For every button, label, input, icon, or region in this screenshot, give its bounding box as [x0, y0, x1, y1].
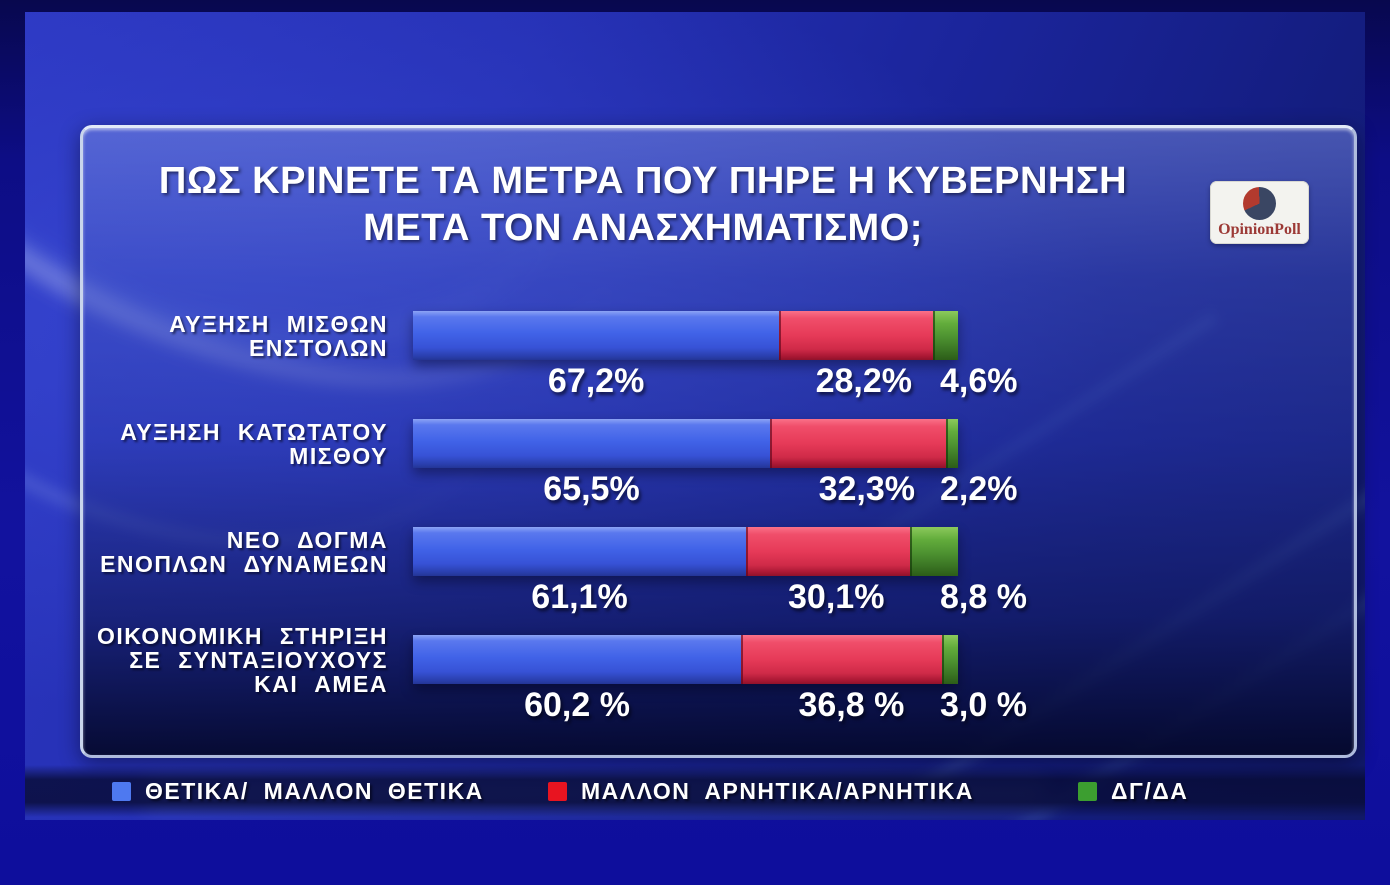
legend-item: ΔΓ/ΔΑ	[1078, 765, 1188, 817]
legend-item: ΜΑΛΛΟΝ ΑΡΝΗΤΙΚΑ/ΑΡΝΗΤΙΚΑ	[548, 765, 974, 817]
bar-segment-positive	[413, 419, 770, 468]
bar-segment-positive	[413, 311, 780, 360]
bar-segment-negative	[769, 419, 946, 468]
bar-segment-negative	[741, 635, 942, 684]
opinionpoll-logo: OpinionPoll	[1210, 181, 1309, 244]
title-line-1: ΠΩΣ ΚΡΙΝΕΤΕ ΤΑ ΜΕΤΡΑ ΠΟΥ ΠΗΡΕ Η ΚΥΒΕΡΝΗΣ…	[158, 160, 1128, 202]
bar-chart: ΑΥΞΗΣΗ ΜΙΣΘΩΝ ΕΝΣΤΟΛΩΝ 67,2% 28,2% 4,6% Α…	[83, 298, 1354, 730]
bar-segment-dk	[941, 635, 958, 684]
chart-row: ΝΕΟ ΔΟΓΜΑ ΕΝΟΠΛΩΝ ΔΥΝΑΜΕΩΝ 61,1% 30,1% 8,…	[83, 514, 1354, 616]
bar-segment-negative	[745, 527, 911, 576]
opinionpoll-logo-text: OpinionPoll	[1218, 221, 1301, 238]
category-label: ΑΥΞΗΣΗ ΚΑΤΩΤΑΤΟΥ ΜΙΣΘΟΥ	[120, 419, 388, 469]
value-label-negative: 30,1%	[788, 578, 885, 616]
value-label-positive: 65,5%	[543, 470, 640, 508]
legend-item-label: ΔΓ/ΔΑ	[1111, 777, 1189, 804]
chart-panel: ΠΩΣ ΚΡΙΝΕΤΕ ΤΑ ΜΕΤΡΑ ΠΟΥ ΠΗΡΕ Η ΚΥΒΕΡΝΗΣ…	[80, 125, 1357, 758]
chart-row: ΑΥΞΗΣΗ ΜΙΣΘΩΝ ΕΝΣΤΟΛΩΝ 67,2% 28,2% 4,6%	[83, 298, 1354, 400]
value-label-positive: 61,1%	[531, 578, 628, 616]
bar-stack	[413, 419, 958, 468]
bar-segment-dk	[910, 527, 958, 576]
bar-segment-dk	[932, 311, 958, 360]
bar-stack	[413, 311, 958, 360]
bar-stack	[413, 527, 958, 576]
category-label: ΝΕΟ ΔΟΓΜΑ ΕΝΟΠΛΩΝ ΔΥΝΑΜΕΩΝ	[100, 527, 388, 577]
bar-segment-positive	[413, 527, 746, 576]
value-label-positive: 60,2 %	[524, 686, 630, 724]
category-label: ΟΙΚΟΝΟΜΙΚΗ ΣΤΗΡΙΞΗ ΣΕ ΣΥΝΤΑΞΙΟΥΧΟΥΣ ΚΑΙ ΑΜ…	[97, 623, 388, 697]
value-label-negative: 32,3%	[818, 470, 915, 508]
value-label-positive: 67,2%	[547, 362, 645, 400]
legend-item-label: ΜΑΛΛΟΝ ΑΡΝΗΤΙΚΑ/ΑΡΝΗΤΙΚΑ	[581, 777, 974, 804]
value-label-negative: 28,2%	[815, 362, 912, 400]
pie-chart-icon	[1243, 187, 1276, 220]
legend-swatch-icon	[548, 781, 567, 801]
bar-segment-positive	[413, 635, 742, 684]
legend-item-label: ΘΕΤΙΚΑ/ ΜΑΛΛΟΝ ΘΕΤΙΚΑ	[145, 777, 484, 804]
chart-row: ΑΥΞΗΣΗ ΚΑΤΩΤΑΤΟΥ ΜΙΣΘΟΥ 65,5% 32,3% 2,2%	[83, 406, 1354, 508]
value-label-dk: 2,2%	[940, 470, 1018, 508]
chart-row: ΟΙΚΟΝΟΜΙΚΗ ΣΤΗΡΙΞΗ ΣΕ ΣΥΝΤΑΞΙΟΥΧΟΥΣ ΚΑΙ ΑΜ…	[83, 622, 1354, 724]
value-label-negative: 36,8 %	[798, 686, 905, 724]
category-label: ΑΥΞΗΣΗ ΜΙΣΘΩΝ ΕΝΣΤΟΛΩΝ	[169, 311, 388, 361]
bar-segment-dk	[946, 419, 958, 468]
value-label-dk: 4,6%	[940, 362, 1018, 400]
legend-swatch-icon	[112, 781, 131, 801]
legend-item: ΘΕΤΙΚΑ/ ΜΑΛΛΟΝ ΘΕΤΙΚΑ	[112, 765, 484, 817]
value-label-dk: 3,0 %	[940, 686, 1027, 724]
legend-band: ΘΕΤΙΚΑ/ ΜΑΛΛΟΝ ΘΕΤΙΚΑ ΜΑΛΛΟΝ ΑΡΝΗΤΙΚΑ/ΑΡ…	[25, 765, 1365, 817]
value-label-dk: 8,8 %	[940, 578, 1027, 616]
page-title: ΠΩΣ ΚΡΙΝΕΤΕ ΤΑ ΜΕΤΡΑ ΠΟΥ ΠΗΡΕ Η ΚΥΒΕΡΝΗΣ…	[113, 158, 1173, 252]
title-line-2: ΜΕΤΑ ΤΟΝ ΑΝΑΣΧΗΜΑΤΙΣΜΟ;	[363, 207, 923, 249]
bar-stack	[413, 635, 958, 684]
legend-swatch-icon	[1078, 781, 1097, 801]
bar-segment-negative	[779, 311, 933, 360]
